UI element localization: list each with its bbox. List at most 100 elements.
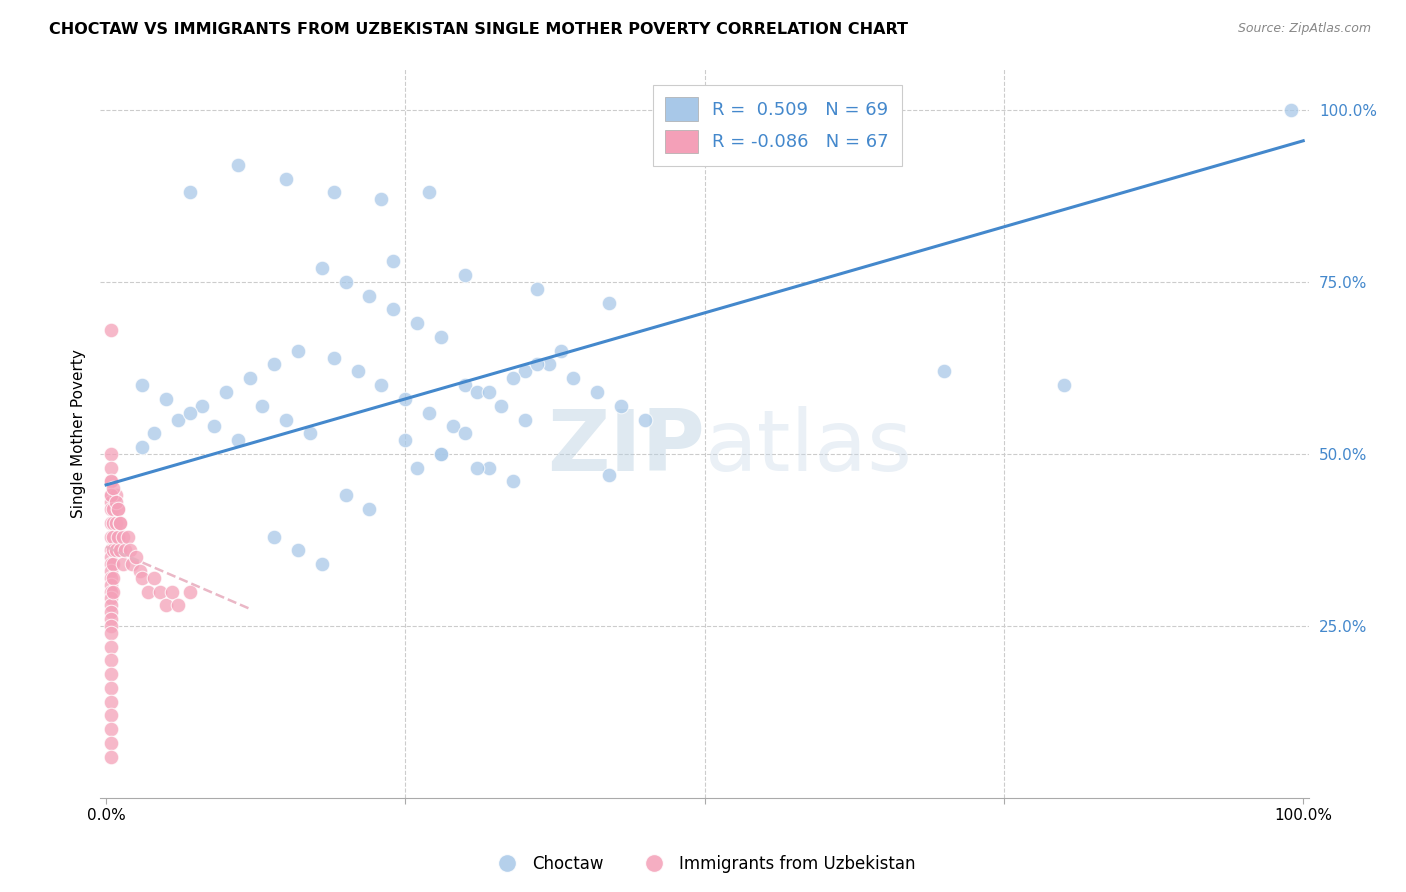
Point — [598, 295, 620, 310]
Point — [136, 584, 159, 599]
Y-axis label: Single Mother Poverty: Single Mother Poverty — [72, 349, 86, 517]
Point — [100, 460, 122, 475]
Point — [382, 302, 405, 317]
Point — [586, 384, 609, 399]
Point — [103, 529, 125, 543]
Legend: R =  0.509   N = 69, R = -0.086   N = 67: R = 0.509 N = 69, R = -0.086 N = 67 — [652, 85, 901, 166]
Point — [250, 399, 273, 413]
Point — [322, 186, 344, 200]
Point — [100, 571, 122, 585]
Point — [418, 186, 440, 200]
Point — [100, 550, 122, 565]
Point — [932, 364, 955, 378]
Point — [107, 502, 129, 516]
Point — [430, 447, 453, 461]
Point — [167, 412, 190, 426]
Point — [111, 529, 134, 543]
Point — [634, 412, 657, 426]
Point — [131, 571, 153, 585]
Point — [100, 605, 122, 619]
Point — [103, 516, 125, 530]
Point — [100, 599, 122, 613]
Point — [107, 502, 129, 516]
Point — [394, 392, 416, 406]
Point — [121, 557, 143, 571]
Point — [125, 550, 148, 565]
Point — [100, 749, 122, 764]
Point — [287, 543, 309, 558]
Point — [100, 475, 122, 489]
Point — [287, 343, 309, 358]
Point — [179, 406, 201, 420]
Point — [311, 557, 333, 571]
Point — [103, 481, 125, 495]
Point — [100, 626, 122, 640]
Point — [550, 343, 572, 358]
Point — [104, 516, 127, 530]
Point — [117, 529, 139, 543]
Point — [100, 543, 122, 558]
Point — [465, 384, 488, 399]
Point — [502, 475, 524, 489]
Text: Source: ZipAtlas.com: Source: ZipAtlas.com — [1237, 22, 1371, 36]
Point — [274, 412, 297, 426]
Point — [298, 426, 321, 441]
Point — [478, 384, 501, 399]
Point — [100, 640, 122, 654]
Point — [226, 433, 249, 447]
Point — [100, 488, 122, 502]
Point — [274, 171, 297, 186]
Point — [104, 543, 127, 558]
Point — [215, 384, 238, 399]
Point — [263, 529, 285, 543]
Text: CHOCTAW VS IMMIGRANTS FROM UZBEKISTAN SINGLE MOTHER POVERTY CORRELATION CHART: CHOCTAW VS IMMIGRANTS FROM UZBEKISTAN SI… — [49, 22, 908, 37]
Point — [1279, 103, 1302, 117]
Point — [179, 186, 201, 200]
Point — [418, 406, 440, 420]
Point — [179, 584, 201, 599]
Point — [110, 516, 132, 530]
Point — [100, 564, 122, 578]
Point — [100, 695, 122, 709]
Point — [100, 488, 122, 502]
Legend: Choctaw, Immigrants from Uzbekistan: Choctaw, Immigrants from Uzbekistan — [484, 848, 922, 880]
Point — [160, 584, 183, 599]
Point — [100, 557, 122, 571]
Point — [103, 543, 125, 558]
Point — [167, 599, 190, 613]
Point — [513, 412, 536, 426]
Point — [114, 543, 136, 558]
Point — [382, 254, 405, 268]
Point — [100, 578, 122, 592]
Point — [100, 736, 122, 750]
Point — [454, 268, 477, 282]
Point — [155, 599, 177, 613]
Point — [100, 681, 122, 695]
Point — [100, 723, 122, 737]
Point — [100, 653, 122, 667]
Point — [359, 502, 381, 516]
Point — [610, 399, 633, 413]
Point — [311, 261, 333, 276]
Point — [1053, 378, 1076, 392]
Point — [454, 378, 477, 392]
Point — [562, 371, 585, 385]
Point — [430, 447, 453, 461]
Point — [370, 378, 392, 392]
Point — [104, 488, 127, 502]
Point — [110, 543, 132, 558]
Point — [370, 192, 392, 206]
Point — [103, 584, 125, 599]
Point — [103, 502, 125, 516]
Point — [513, 364, 536, 378]
Point — [441, 419, 464, 434]
Point — [103, 571, 125, 585]
Point — [406, 316, 429, 330]
Point — [322, 351, 344, 365]
Point — [100, 447, 122, 461]
Point — [430, 330, 453, 344]
Point — [155, 392, 177, 406]
Point — [100, 708, 122, 723]
Point — [100, 323, 122, 337]
Point — [120, 543, 142, 558]
